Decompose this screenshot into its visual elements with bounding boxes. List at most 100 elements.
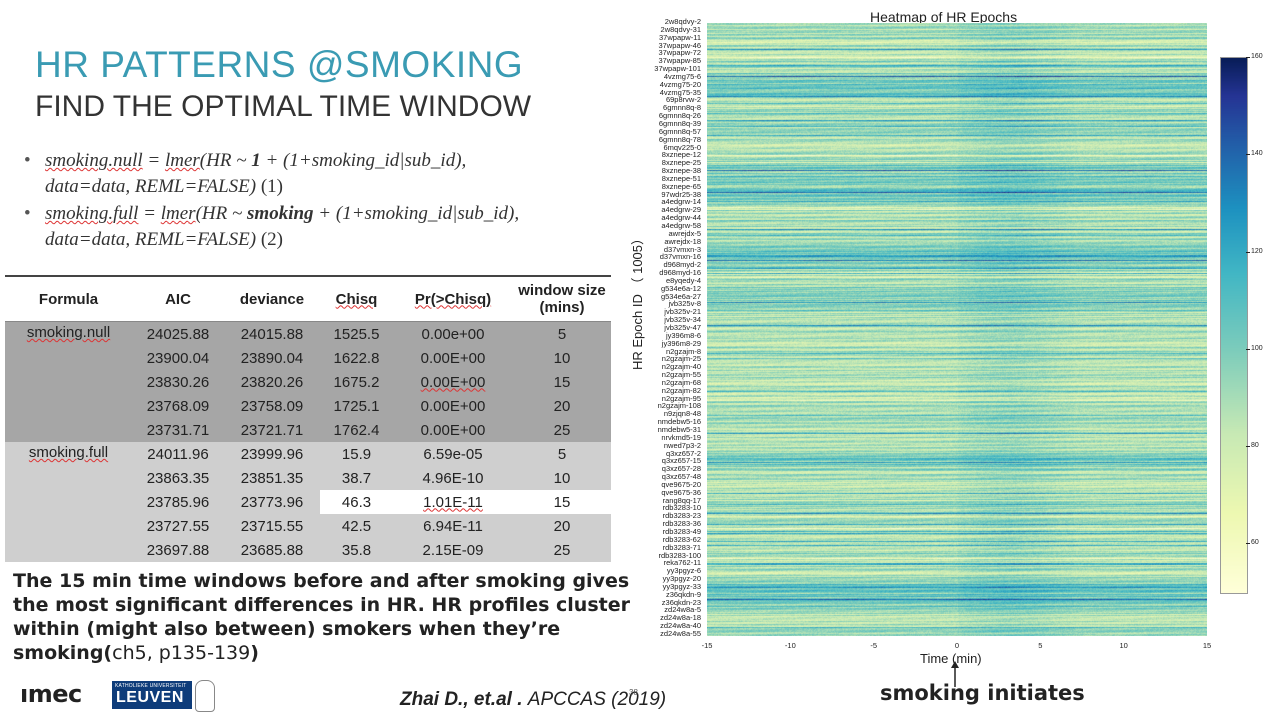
heatmap-canvas [707, 23, 1207, 636]
heatmap-row-label: q3xz657-2 [665, 448, 701, 458]
cell-window: 15 [513, 370, 611, 394]
table-row: 23768.09 23758.09 1725.1 0.00E+00 20 [5, 394, 611, 418]
full-model-name: smoking.full [45, 203, 139, 224]
heatmap-row-label: a4edgrw-58 [661, 221, 701, 230]
page-number: 38 [629, 688, 638, 697]
model-null-item: smoking.null = lmer(HR ~ 1 + (1+smoking_… [24, 148, 604, 200]
cell-window: 10 [513, 346, 611, 370]
heatmap-row-label: 37wpapw-85 [658, 56, 701, 66]
cell-deviance: 23999.96 [224, 442, 320, 466]
table-row: smoking.full 24011.96 23999.96 15.9 6.59… [5, 442, 611, 562]
cell-pvalue: 6.59e-05 [393, 442, 513, 466]
heatmap-row-label: qve9675-36 [661, 487, 701, 497]
imec-logo: ımec [20, 680, 82, 708]
heatmap-row-label: n2gzajm-40 [661, 362, 701, 372]
heatmap-row-label: rang8qq-17 [662, 495, 701, 505]
heatmap-row-label: 37wpapw-101 [654, 64, 701, 74]
heatmap-row-label: 8xznepe-65 [661, 181, 701, 191]
group-label-null: smoking.null [5, 321, 132, 442]
table-row: 23863.35 23851.35 38.7 4.96E-10 10 [5, 466, 611, 490]
col-header-chisq: Chisq [320, 275, 393, 322]
table-row: 23731.71 23721.71 1762.4 0.00E+00 25 [5, 418, 611, 442]
null-formula-start: (HR ~ [199, 150, 247, 171]
cell-chisq: 15.9 [320, 442, 393, 466]
heatmap-row-label: awrejdx-5 [668, 228, 701, 238]
cell-window: 25 [513, 538, 611, 562]
smoking-annotation: smoking initiates [880, 681, 1085, 705]
heatmap-row-label: jvb325v-47 [664, 323, 701, 332]
table-row: 23830.26 23820.26 1675.2 0.00E+00 15 [5, 370, 611, 394]
cell-aic: 23785.96 [132, 490, 224, 514]
heatmap-row-label: zd24w8a-55 [660, 629, 701, 638]
null-model-name: smoking.null [45, 150, 143, 171]
heatmap-row-label: rdb3283-49 [662, 527, 701, 536]
null-formula-end: + (1+smoking_id|sub_id), [265, 150, 467, 171]
heatmap-row-label: zd24w8a-5 [664, 605, 701, 615]
colorbar-tick-label: 60 [1251, 539, 1259, 547]
cell-deviance: 23715.55 [224, 514, 320, 538]
colorbar-tick-mark [1246, 348, 1250, 350]
slide-title: HR PATTERNS @SMOKING [35, 44, 524, 85]
x-tick-label: 10 [1119, 641, 1128, 650]
colorbar-tick-label: 160 [1251, 53, 1263, 60]
heatmap-colorbar [1220, 57, 1248, 594]
cell-deviance: 23820.26 [224, 370, 320, 394]
heatmap-row-label: jy396m8-29 [661, 338, 701, 348]
heatmap-x-label: Time (min) [920, 651, 982, 666]
slide-subtitle: FIND THE OPTIMAL TIME WINDOW [35, 90, 532, 123]
heatmap-row-label: n2gzajm-55 [661, 370, 701, 380]
arrow-up-icon [951, 661, 959, 687]
cell-window: 5 [513, 442, 611, 466]
cell-deviance: 23773.96 [224, 490, 320, 514]
heatmap-row-label: rdb3283-23 [662, 511, 701, 521]
x-tick-label: -10 [784, 641, 796, 650]
heatmap-row-label: z36qkdn-9 [665, 589, 701, 599]
col-header-deviance: deviance [224, 275, 320, 322]
heatmap-row-label: jvb325v-34 [664, 315, 701, 325]
heatmap-row-label: rdb3283-36 [662, 519, 701, 529]
table-row: 23900.04 23890.04 1622.8 0.00E+00 10 [5, 346, 611, 370]
heatmap-row-label: jvb325v-8 [668, 299, 701, 309]
x-tick-label: 0 [954, 641, 960, 650]
heatmap-row-label: yy3pgyz-33 [662, 581, 701, 591]
cell-window: 20 [513, 394, 611, 418]
null-model-fn: lmer [164, 150, 200, 171]
cell-deviance: 23685.88 [224, 538, 320, 562]
cell-chisq: 35.8 [320, 538, 393, 562]
university-seal-icon [195, 680, 215, 712]
cell-aic: 23768.09 [132, 394, 224, 418]
cell-aic: 23900.04 [132, 346, 224, 370]
model-list: smoking.null = lmer(HR ~ 1 + (1+smoking_… [24, 148, 604, 254]
colorbar-tick-mark [1246, 543, 1250, 545]
cell-pvalue: 0.00E+00 [393, 418, 513, 442]
heatmap-row-label: d37vmxn-16 [659, 252, 701, 262]
full-formula-data: data=data, REML=FALSE) [45, 229, 257, 250]
heatmap-row-label: q3xz657-48 [661, 472, 701, 482]
cell-chisq: 38.7 [320, 466, 393, 490]
cell-pvalue: 2.15E-09 [393, 538, 513, 562]
heatmap-row-label: n2gzajm-95 [661, 393, 701, 403]
heatmap-row-label: rdb3283-62 [662, 534, 701, 544]
heatmap-row-label: 8xznepe-25 [661, 158, 701, 168]
heatmap-row-label: qve9675-20 [661, 479, 701, 489]
cell-deviance: 23758.09 [224, 394, 320, 418]
cell-aic: 23830.26 [132, 370, 224, 394]
heatmap-row-label: 4vzmg75-20 [659, 79, 701, 89]
heatmap-row-label: 37wpapw-46 [658, 40, 701, 50]
cell-window: 10 [513, 466, 611, 490]
null-fixed-term: 1 [251, 150, 261, 171]
heatmap-row-label: n2gzajm-68 [661, 377, 701, 387]
heatmap-row-label: yy3pgyz-20 [662, 574, 701, 584]
heatmap-row-label: z36qkdn-23 [661, 597, 701, 607]
heatmap-row-label: 4vzmg75-6 [663, 71, 701, 81]
heatmap-row-label: g534e6a-27 [660, 291, 701, 301]
heatmap-row-label: 6gmnn8q-78 [658, 134, 701, 144]
heatmap-row-label: 6gmnn8q-57 [658, 126, 701, 136]
chapter-reference: ch5, p135-139 [112, 642, 251, 664]
colorbar-tick-label: 120 [1251, 247, 1263, 255]
x-tick-label: -5 [870, 641, 877, 650]
heatmap-row-ids: 2w8qdvy-2 2w8qdvy-31 37wpapw-11 37wpapw-46 3… [630, 18, 701, 642]
cell-pvalue: 0.00E+00 [393, 346, 513, 370]
heatmap-row-label: 37wpapw-11 [659, 32, 701, 42]
cell-chisq: 1622.8 [320, 346, 393, 370]
